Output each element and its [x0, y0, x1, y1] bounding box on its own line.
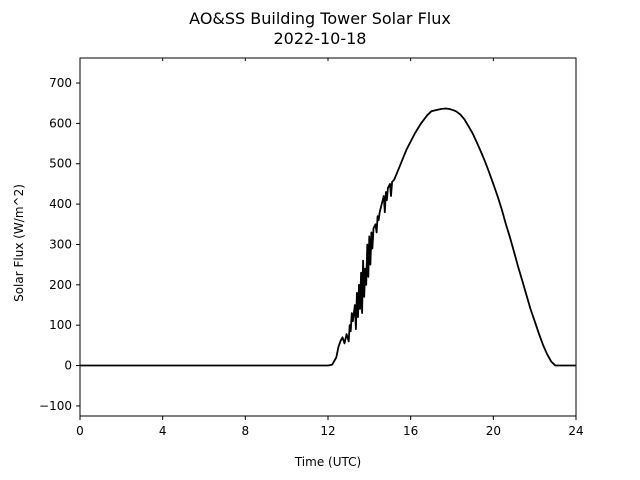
x-tick-label: 8	[242, 424, 250, 438]
axis-ticks: 0 4 8 12 16 20 24 −100 0 100 200 300 400 500 600 700	[39, 58, 584, 438]
x-tick-label: 12	[320, 424, 335, 438]
y-tick-label: 0	[64, 359, 72, 373]
x-tick-label: 0	[76, 424, 84, 438]
x-tick-label: 4	[159, 424, 167, 438]
x-tick-label: 16	[403, 424, 418, 438]
x-tick-label: 20	[486, 424, 501, 438]
y-tick-label: 600	[49, 116, 72, 130]
y-tick-label: −100	[39, 399, 72, 413]
x-tick-label: 24	[568, 424, 583, 438]
y-tick-label: 500	[49, 157, 72, 171]
solar-flux-series-line	[80, 107, 576, 367]
y-tick-label: 300	[49, 237, 72, 251]
y-axis-label: Solar Flux (W/m^2)	[12, 184, 26, 302]
x-axis-label: Time (UTC)	[294, 455, 361, 469]
series-line-group	[80, 107, 576, 367]
y-tick-label: 200	[49, 278, 72, 292]
y-tick-label: 100	[49, 318, 72, 332]
chart-subtitle: 2022-10-18	[274, 29, 367, 48]
y-tick-label: 700	[49, 76, 72, 90]
y-tick-label: 400	[49, 197, 72, 211]
chart-title: AO&SS Building Tower Solar Flux	[189, 9, 451, 28]
plot-frame	[79, 57, 577, 417]
